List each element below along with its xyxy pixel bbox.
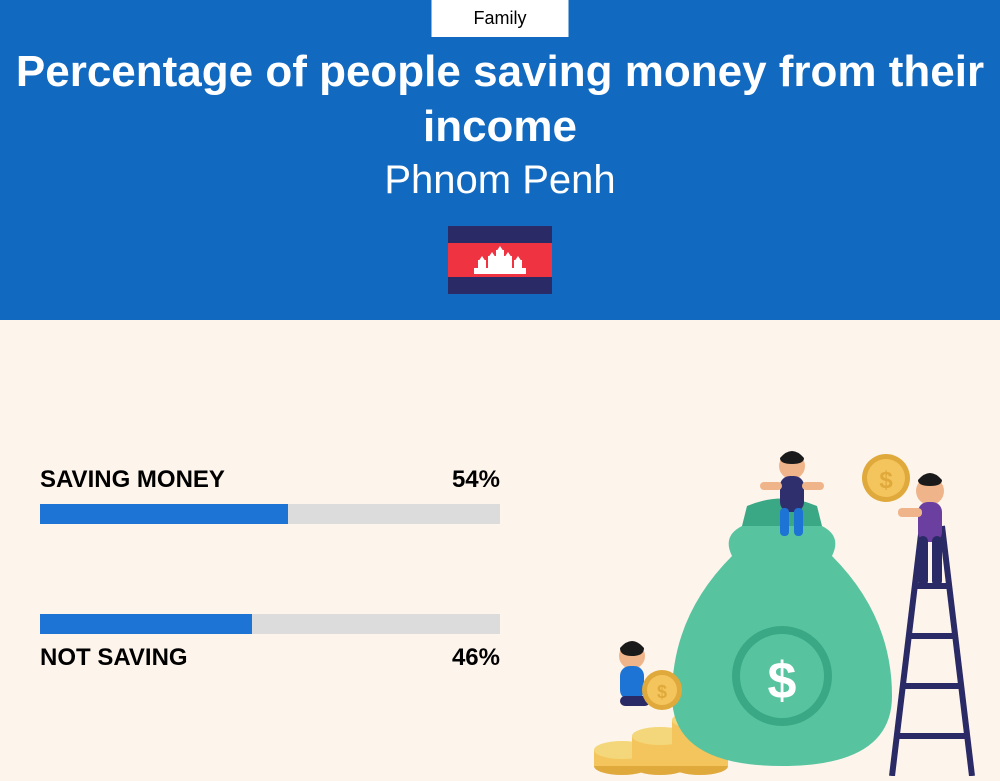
- main-title: Percentage of people saving money from t…: [0, 44, 1000, 154]
- category-tag: Family: [432, 0, 569, 37]
- bar-label: SAVING MONEY: [40, 466, 225, 494]
- bar-label: NOT SAVING: [40, 644, 188, 672]
- title-block: Percentage of people saving money from t…: [0, 44, 1000, 203]
- bars-area: SAVING MONEY 54% NOT SAVING 46%: [40, 466, 500, 762]
- bar-labels: SAVING MONEY 54%: [40, 466, 500, 494]
- bar-fill: [40, 504, 288, 524]
- bar-labels: NOT SAVING 46%: [40, 644, 500, 672]
- bar-value: 54%: [452, 466, 500, 494]
- cambodia-flag-icon: [448, 226, 552, 294]
- angkor-wat-icon: [474, 246, 526, 274]
- subtitle: Phnom Penh: [0, 158, 1000, 203]
- bar-track: [40, 614, 500, 634]
- flag-top-stripe: [448, 226, 552, 243]
- svg-text:$: $: [879, 467, 893, 494]
- savings-illustration: $ $: [582, 436, 982, 776]
- bar-row-not-saving: NOT SAVING 46%: [40, 614, 500, 672]
- flag-mid-stripe: [448, 243, 552, 277]
- person-ladder-icon: $: [862, 454, 944, 586]
- person-sitting-icon: $: [619, 641, 682, 710]
- bar-track: [40, 504, 500, 524]
- bar-value: 46%: [452, 644, 500, 672]
- money-bag-icon: $: [672, 499, 892, 767]
- bar-fill: [40, 614, 252, 634]
- bar-row-saving: SAVING MONEY 54%: [40, 466, 500, 524]
- svg-text:$: $: [768, 652, 797, 710]
- flag-bottom-stripe: [448, 277, 552, 294]
- svg-text:$: $: [657, 682, 667, 702]
